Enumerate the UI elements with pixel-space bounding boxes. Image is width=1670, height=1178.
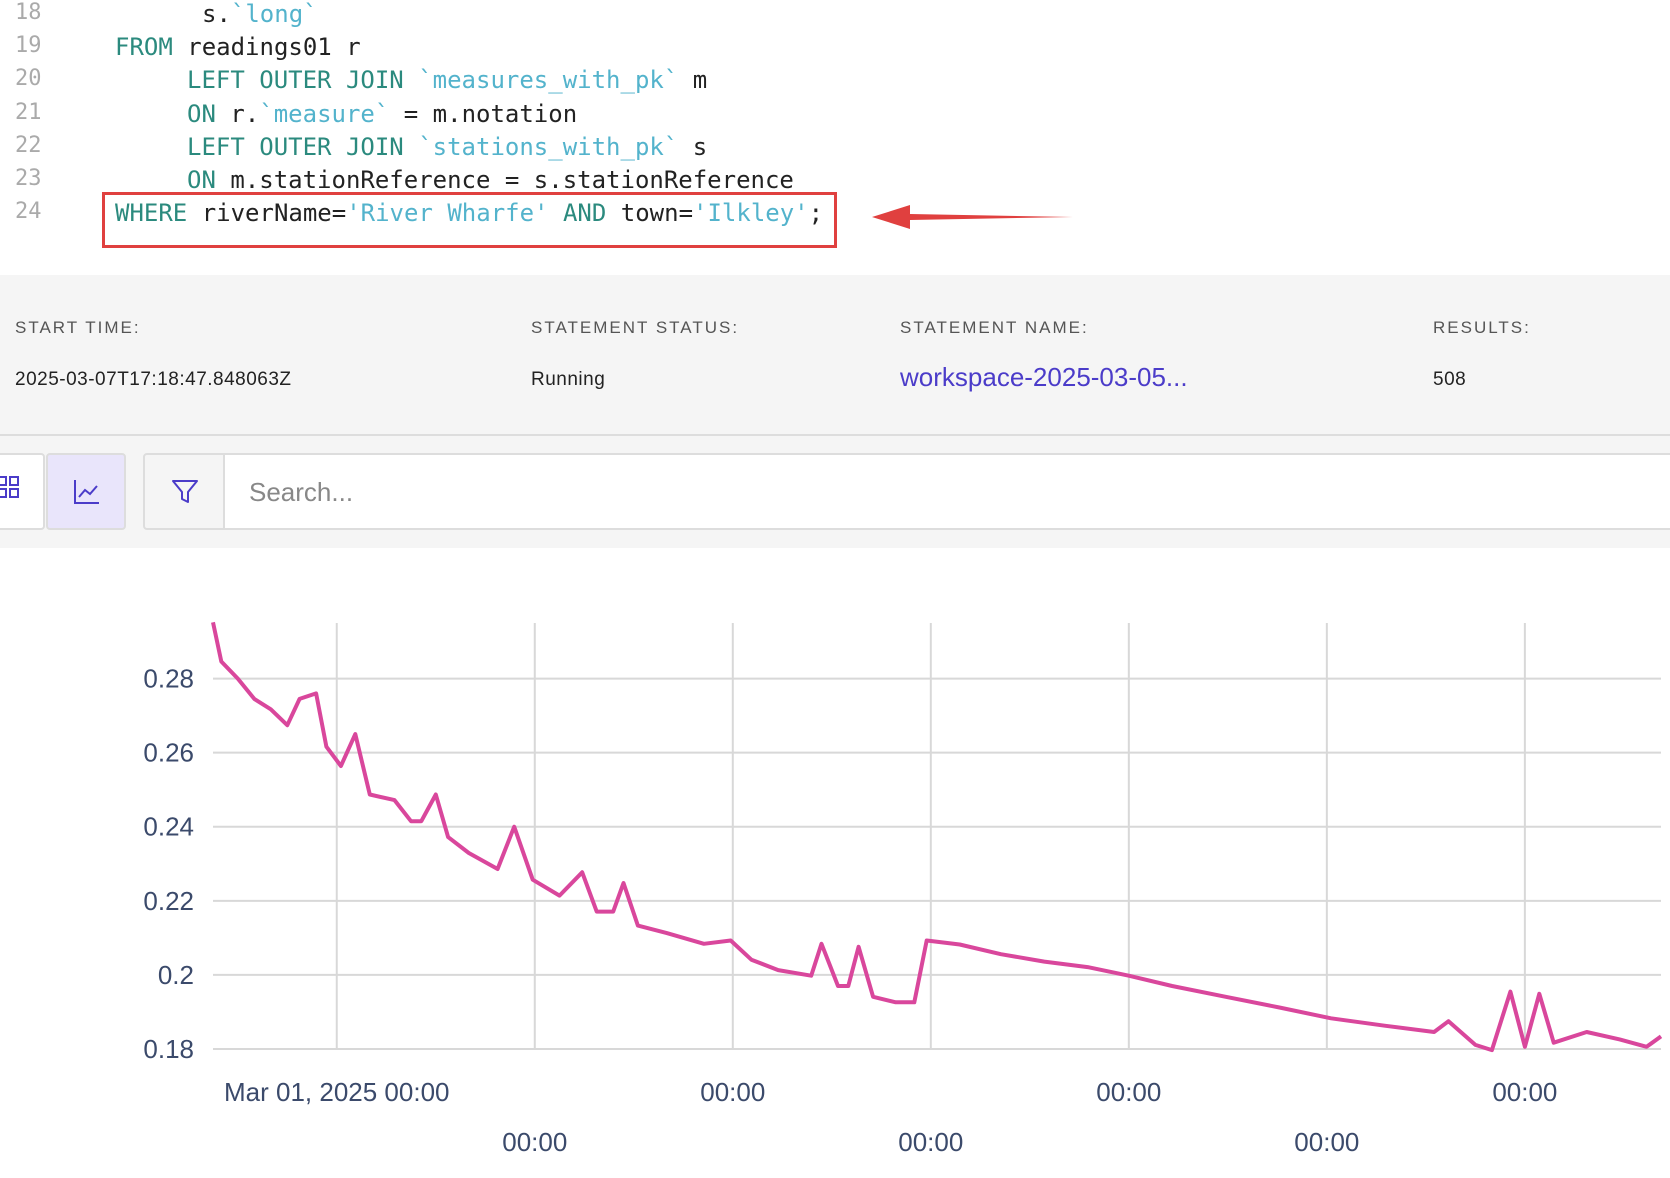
code-token: 'Ilkley' <box>693 199 809 227</box>
line-number: 20 <box>15 66 42 91</box>
x-tick-label: 00:00 <box>1096 1077 1161 1107</box>
status-label: RESULTS: <box>1433 318 1531 337</box>
code-line: ON m.stationReference = s.stationReferen… <box>187 166 794 194</box>
status-value: 2025-03-07T17:18:47.848063Z <box>15 369 292 390</box>
y-tick-label: 0.26 <box>143 738 194 768</box>
code-token: `measures_with_pk` <box>418 66 679 94</box>
code-line: WHERE riverName='River Wharfe' AND town=… <box>115 199 823 227</box>
line-number: 23 <box>15 166 42 191</box>
code-token: riverName= <box>201 199 347 227</box>
editor: 18 s.`long` 19 FROM readings01 r 20 LEFT… <box>0 0 1670 275</box>
code-token: 'River Wharfe' <box>346 199 549 227</box>
status-value: Running <box>531 369 606 390</box>
highlight-box <box>102 192 837 248</box>
code-token: LEFT OUTER JOIN <box>187 133 404 161</box>
data-line <box>211 621 1663 1053</box>
code-token: AND <box>562 199 607 227</box>
code-token: m <box>692 66 708 94</box>
chart: 0.18 0.2 0.22 0.24 0.26 0.28 Mar 01, 2025 00:0… <box>143 621 1663 1157</box>
chart-icon <box>74 480 99 504</box>
statement-link[interactable]: workspace-2025-03-05... <box>900 362 1188 392</box>
grid-icon <box>0 476 19 498</box>
code-token: = m.notation <box>403 100 578 128</box>
toolbar: Search... <box>0 436 1670 548</box>
y-tick-label: 0.24 <box>143 812 194 842</box>
annotation-arrow <box>872 205 1073 229</box>
code-line: FROM readings01 r <box>115 33 361 61</box>
code-line: ON r.`measure` = m.notation <box>187 100 577 128</box>
code-line: LEFT OUTER JOIN `measures_with_pk` m <box>187 66 707 94</box>
line-number: 19 <box>15 33 42 58</box>
code-token: `measure` <box>259 100 390 128</box>
line-number: 22 <box>15 133 42 158</box>
x-tick-label: Mar 01, 2025 00:00 <box>224 1077 450 1107</box>
code-token: `stations_with_pk` <box>418 133 679 161</box>
y-tick-label: 0.2 <box>158 960 194 990</box>
table-view-button[interactable] <box>0 453 45 530</box>
status-label: STATEMENT STATUS: <box>531 318 740 337</box>
code-token: ON <box>187 166 216 194</box>
code-token: `long` <box>230 0 318 28</box>
code-token: ON <box>187 100 216 128</box>
code-token: readings01 r <box>187 33 361 61</box>
status-label: START TIME: <box>15 318 141 337</box>
code-line: s.`long` <box>202 0 318 28</box>
code-token: s. <box>202 0 231 28</box>
code-token: s <box>692 133 708 161</box>
chart-view-button[interactable] <box>46 453 126 530</box>
code-line: LEFT OUTER JOIN `stations_with_pk` s <box>187 133 707 161</box>
y-tick-label: 0.28 <box>143 664 194 694</box>
code-token: FROM <box>115 33 173 61</box>
code-token: r. <box>230 100 260 128</box>
code-token: m.stationReference = s.stationReference <box>230 166 794 194</box>
filter-icon <box>172 480 198 503</box>
status-label: STATEMENT NAME: <box>900 318 1089 337</box>
x-tick-label: 00:00 <box>700 1077 765 1107</box>
y-tick-label: 0.22 <box>143 886 194 916</box>
line-number: 18 <box>15 0 42 25</box>
code-token: ; <box>808 199 824 227</box>
status-panel: START TIME: 2025-03-07T17:18:47.848063Z … <box>0 275 1670 436</box>
code-token: WHERE <box>115 199 188 227</box>
arrow-shape <box>872 205 1073 229</box>
search-placeholder: Search... <box>249 477 354 507</box>
x-tick-label: 00:00 <box>898 1127 963 1157</box>
filter-button[interactable] <box>143 453 225 530</box>
y-tick-label: 0.18 <box>143 1034 194 1064</box>
x-tick-label: 00:00 <box>1492 1077 1557 1107</box>
x-tick-label: 00:00 <box>502 1127 567 1157</box>
code-token: town= <box>620 199 694 227</box>
line-number: 24 <box>15 199 42 224</box>
code-token: LEFT OUTER JOIN <box>187 66 404 94</box>
line-number: 21 <box>15 100 42 125</box>
x-tick-label: 00:00 <box>1294 1127 1359 1157</box>
status-value: 508 <box>1433 369 1467 390</box>
search-input[interactable]: Search... <box>223 453 1670 530</box>
